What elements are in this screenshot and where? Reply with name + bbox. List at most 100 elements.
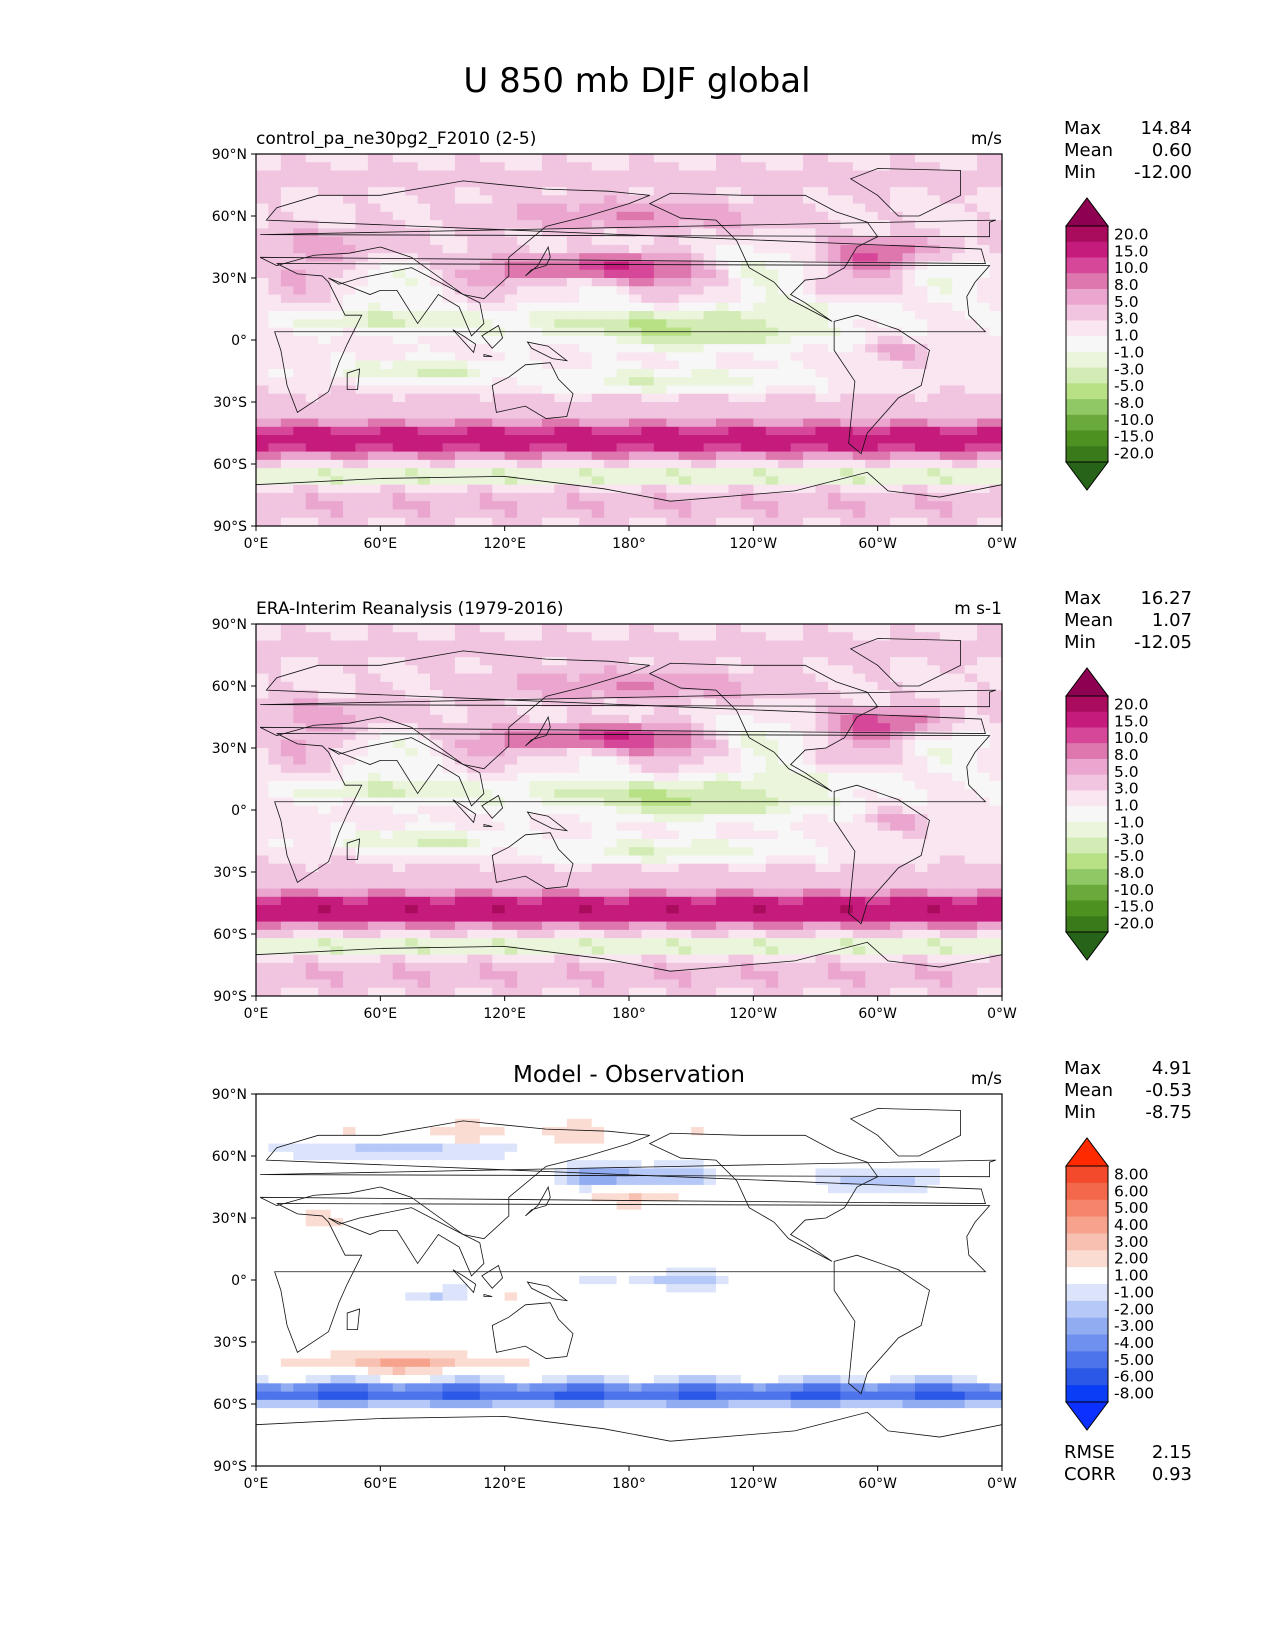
- field-cell: [753, 393, 767, 403]
- field-cell: [790, 459, 804, 469]
- field-cell: [653, 410, 667, 420]
- field-cell: [815, 426, 829, 436]
- field-cell: [765, 681, 779, 691]
- field-cell: [927, 335, 941, 345]
- field-cell: [927, 162, 941, 172]
- field-cell: [343, 921, 357, 931]
- field-cell: [343, 435, 357, 444]
- field-cell: [852, 731, 866, 741]
- field-cell: [703, 286, 717, 296]
- field-cell: [939, 418, 953, 428]
- field-cell: [554, 286, 568, 296]
- field-cell: [343, 673, 357, 683]
- field-cell: [666, 681, 680, 691]
- field-cell: [678, 665, 692, 675]
- field-cell: [653, 385, 667, 395]
- field-cell: [914, 789, 928, 799]
- field-cell: [977, 187, 991, 196]
- field-cell: [902, 426, 916, 436]
- field-cell: [678, 170, 692, 180]
- field-cell: [989, 517, 1002, 526]
- field-cell: [803, 377, 817, 387]
- field-cell: [939, 896, 953, 906]
- field-cell: [454, 673, 468, 683]
- field-cell: [591, 648, 605, 658]
- field-cell: [852, 352, 866, 362]
- field-cell: [840, 913, 854, 923]
- field-cell: [529, 872, 543, 881]
- field-cell: [541, 648, 555, 658]
- field-cell: [641, 855, 655, 865]
- field-cell: [865, 236, 879, 246]
- field-cell: [367, 665, 381, 675]
- field-cell: [454, 880, 468, 890]
- field-cell: [666, 805, 680, 815]
- field-cell: [865, 764, 879, 774]
- field-cell: [330, 302, 344, 312]
- field-cell: [293, 244, 307, 254]
- field-cell: [902, 451, 916, 461]
- field-cell: [952, 302, 966, 312]
- field-cell: [454, 706, 468, 716]
- field-cell: [280, 459, 294, 469]
- field-cell: [616, 872, 630, 881]
- field-cell: [964, 805, 978, 815]
- field-cell: [430, 855, 444, 865]
- field-cell: [939, 690, 953, 699]
- field-cell: [765, 393, 779, 403]
- field-cell: [293, 468, 307, 477]
- field-cell: [678, 723, 692, 733]
- field-cell: [927, 731, 941, 741]
- field-cell: [280, 517, 294, 526]
- field-cell: [803, 673, 817, 683]
- field-cell: [865, 352, 879, 362]
- field-cell: [852, 913, 866, 923]
- field-cell: [765, 269, 779, 279]
- field-cell: [256, 648, 270, 658]
- field-cell: [330, 921, 344, 931]
- field-cell: [939, 476, 953, 486]
- field-cell: [977, 814, 991, 823]
- field-cell: [815, 261, 829, 271]
- field-cell: [579, 377, 593, 387]
- field-cell: [977, 847, 991, 857]
- field-cell: [442, 913, 456, 923]
- coastline: [648, 192, 879, 322]
- field-cell: [740, 805, 754, 815]
- field-cell: [616, 253, 630, 263]
- field-cell: [554, 402, 568, 411]
- field-cell: [355, 632, 369, 642]
- field-cell: [330, 162, 344, 172]
- field-cell: [890, 286, 904, 296]
- field-cell: [380, 162, 394, 172]
- field-cell: [367, 888, 381, 898]
- field-cell: [566, 302, 580, 312]
- field-cell: [479, 410, 493, 420]
- field-cell: [765, 624, 779, 633]
- field-cell: [989, 228, 1002, 238]
- field-cell: [765, 410, 779, 420]
- field-cell: [554, 385, 568, 395]
- field-cell: [591, 748, 605, 757]
- field-cell: [840, 698, 854, 708]
- field-cell: [492, 665, 506, 675]
- field-cell: [952, 880, 966, 890]
- field-cell: [728, 344, 742, 353]
- field-cell: [256, 385, 270, 395]
- field-cell: [716, 236, 730, 246]
- field-cell: [790, 162, 804, 172]
- field-cell: [330, 872, 344, 881]
- field-cell: [765, 244, 779, 254]
- field-cell: [256, 748, 270, 757]
- field-cell: [405, 393, 419, 403]
- field-cell: [591, 913, 605, 923]
- field-cell: [541, 302, 555, 312]
- field-cell: [492, 162, 506, 172]
- field-cell: [977, 905, 991, 914]
- field-cell: [380, 468, 394, 477]
- field-cell: [852, 805, 866, 815]
- field-cell: [380, 418, 394, 428]
- field-cell: [753, 657, 767, 666]
- field-cell: [641, 451, 655, 461]
- field-cell: [765, 847, 779, 857]
